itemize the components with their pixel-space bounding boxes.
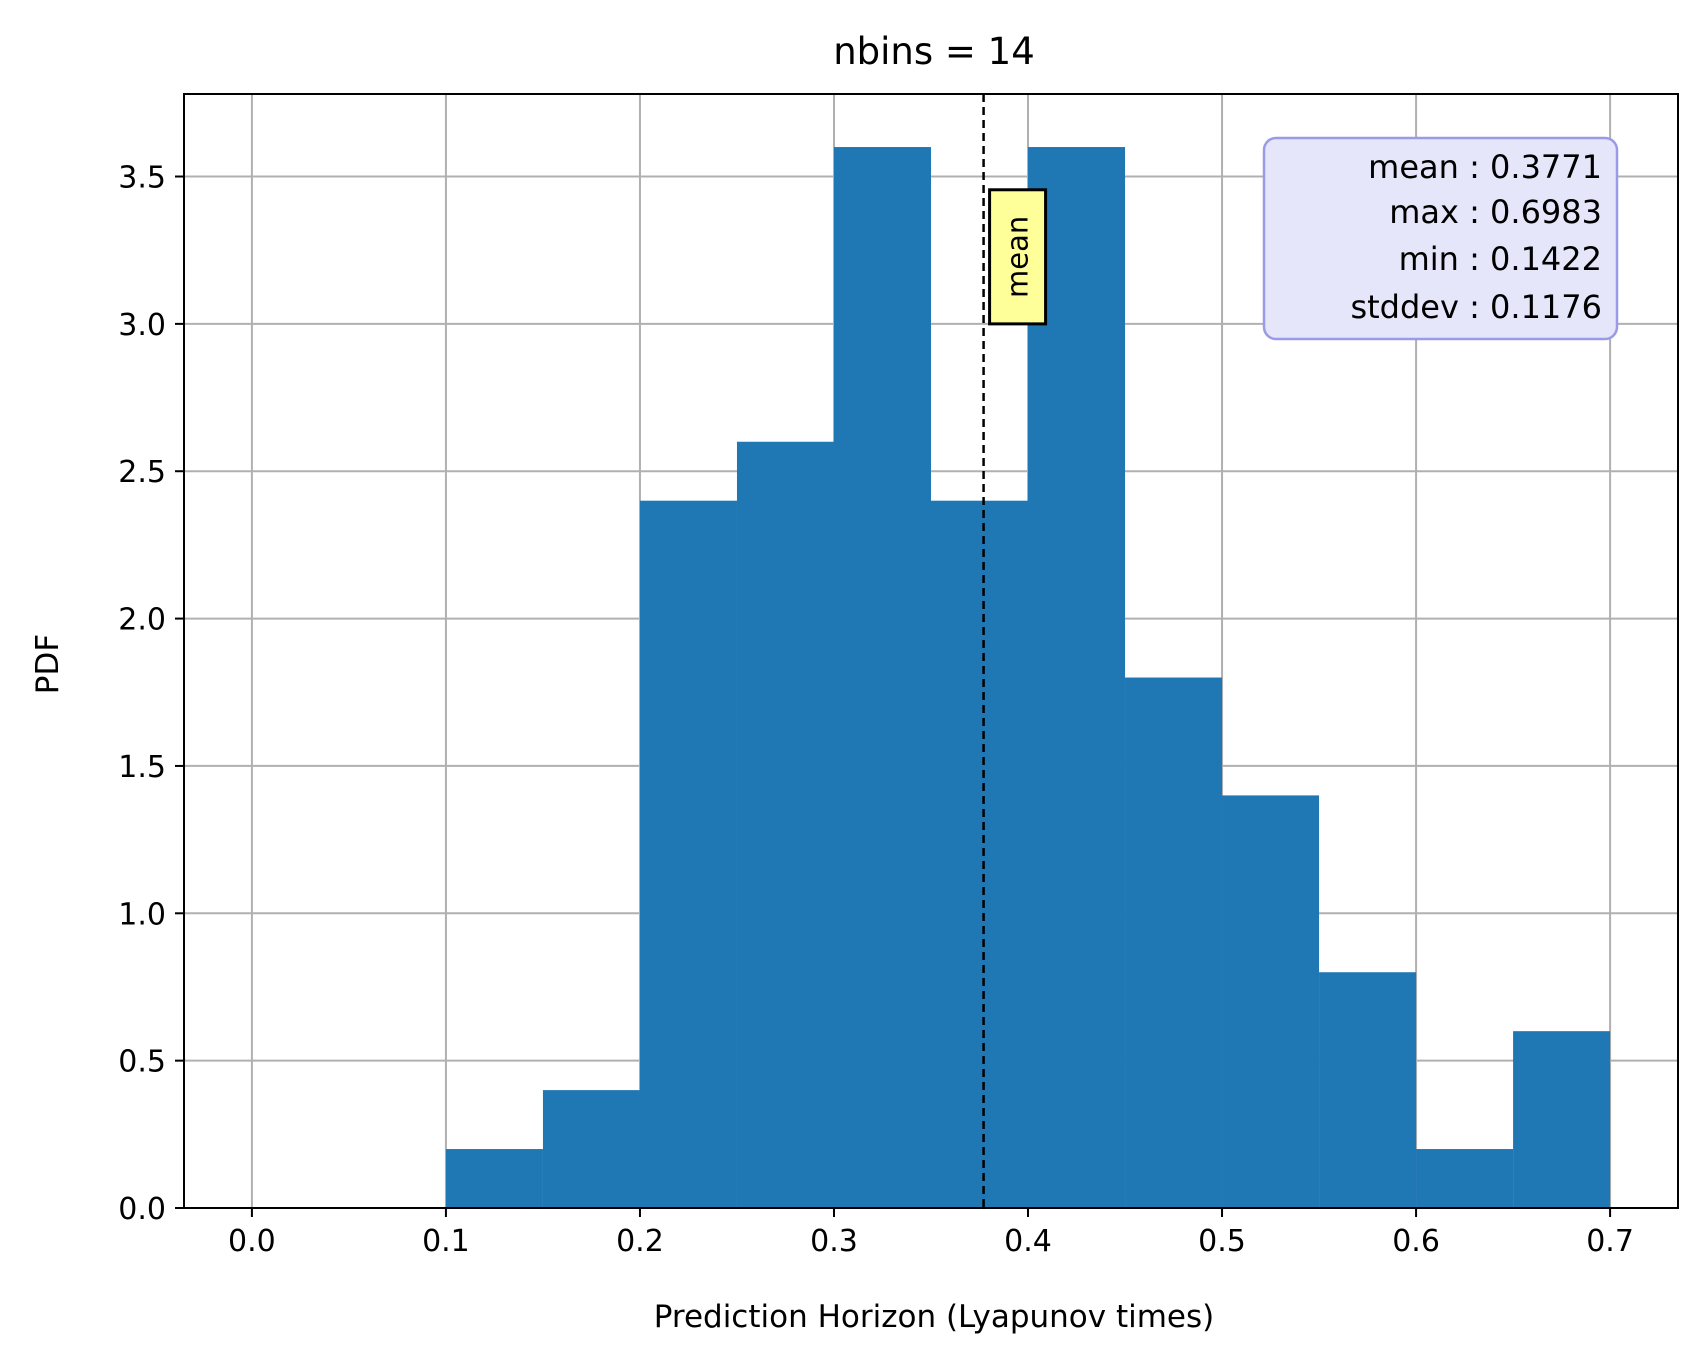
x-axis-ticks: 0.0 0.1 0.2 0.3 0.4 0.5 0.6 0.7 (228, 1208, 1634, 1259)
y-tick-label: 3.5 (118, 161, 166, 196)
histogram-bar (542, 1090, 640, 1208)
stats-max: max : 0.6983 (1389, 193, 1602, 231)
stats-min: min : 0.1422 (1399, 240, 1602, 278)
x-tick-label: 0.1 (422, 1224, 470, 1259)
histogram-bar (1319, 972, 1417, 1208)
histogram-bar (1125, 677, 1223, 1208)
histogram-bar (931, 500, 1029, 1208)
mean-marker: mean (982, 94, 1048, 1208)
histogram-bar (736, 441, 834, 1209)
x-tick-label: 0.5 (1198, 1224, 1246, 1259)
x-tick-label: 0.3 (810, 1224, 858, 1259)
x-tick-label: 0.2 (616, 1224, 664, 1259)
plot-frame (183, 93, 1679, 1209)
histogram-bar (833, 147, 931, 1209)
mean-label: mean (1001, 216, 1035, 298)
x-tick-label: 0.6 (1392, 1224, 1440, 1259)
histogram-bar (1513, 1031, 1611, 1208)
y-tick-label: 1.0 (118, 897, 166, 932)
y-tick-label: 2.0 (118, 603, 166, 638)
stats-stddev: stddev : 0.1176 (1350, 288, 1602, 326)
histogram-bar (1222, 795, 1320, 1208)
x-axis-title: Prediction Horizon (Lyapunov times) (654, 1299, 1215, 1335)
histogram-bar (445, 1149, 543, 1208)
histogram-bar (639, 500, 737, 1208)
y-axis-title: PDF (30, 634, 66, 694)
y-tick-label: 0.0 (118, 1192, 166, 1227)
chart-title: nbins = 14 (833, 30, 1035, 73)
stats-mean: mean : 0.3771 (1368, 148, 1602, 186)
y-tick-label: 0.5 (118, 1045, 166, 1080)
y-tick-label: 1.5 (118, 750, 166, 785)
y-axis-ticks: 0.0 0.5 1.0 1.5 2.0 2.5 3.0 3.5 (118, 161, 184, 1227)
x-tick-label: 0.4 (1004, 1224, 1052, 1259)
y-tick-label: 2.5 (118, 455, 166, 490)
stats-box-background (1262, 136, 1619, 341)
mean-label-box (988, 188, 1048, 326)
y-tick-label: 3.0 (118, 308, 166, 343)
stats-box: mean : 0.3771 max : 0.6983 min : 0.1422 … (1262, 136, 1619, 341)
x-tick-label: 0.0 (228, 1224, 276, 1259)
x-tick-label: 0.7 (1586, 1224, 1634, 1259)
histogram-bars (445, 147, 1611, 1209)
histogram-bar (1416, 1149, 1514, 1208)
